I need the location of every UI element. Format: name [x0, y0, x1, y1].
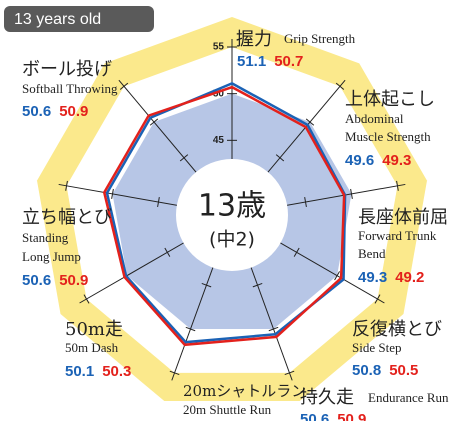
- series-line: [105, 82, 347, 344]
- tick-mark: [268, 326, 279, 332]
- tick-mark: [284, 370, 295, 376]
- category-label: 上体起こし: [345, 89, 435, 110]
- category-label: 握力: [236, 29, 272, 50]
- tick-label: 45: [213, 135, 225, 146]
- tick-mark: [304, 197, 307, 208]
- category-label-en: Grip Strength: [284, 31, 356, 46]
- value-label: 50.7: [274, 53, 303, 70]
- badge-bg: [4, 6, 154, 32]
- value-label: 50.9: [59, 103, 88, 120]
- tick-mark: [201, 282, 212, 288]
- category-label: 20mシャトルラン: [183, 382, 306, 400]
- value-label: 50.6: [300, 411, 329, 421]
- category-label-en: Long Jump: [22, 249, 81, 264]
- category-label-en: Muscle Strength: [345, 129, 431, 144]
- tick-mark: [275, 154, 285, 162]
- value-label: 50.6: [22, 103, 51, 120]
- category-label-en: Side Step: [352, 340, 401, 355]
- tick-mark: [119, 82, 129, 90]
- category-label-en: Softball Throwing: [22, 81, 118, 96]
- category-label: 50m走: [65, 319, 123, 340]
- series-line: [102, 85, 346, 347]
- tick-label: 50: [213, 88, 225, 99]
- category-label-en: 20m Shuttle Run: [183, 402, 272, 417]
- value-label: 50.9: [337, 411, 366, 421]
- category-label-en: Endurance Run: [368, 390, 449, 405]
- value-label: 50.1: [65, 363, 94, 380]
- tick-mark: [169, 370, 180, 376]
- category-label: ボール投げ: [22, 59, 112, 80]
- tick-mark: [350, 188, 353, 199]
- center-title: 13歳: [198, 189, 266, 224]
- category-label-en: 50m Dash: [65, 340, 119, 355]
- tick-mark: [335, 82, 345, 90]
- tick-mark: [185, 326, 196, 332]
- value-label: 49.6: [345, 152, 374, 169]
- tick-mark: [83, 294, 90, 304]
- tick-mark: [149, 118, 159, 126]
- value-label: 49.3: [382, 152, 411, 169]
- tick-mark: [252, 282, 263, 288]
- center-subtitle: (中2): [209, 229, 255, 251]
- badge: 13 years old: [14, 11, 101, 28]
- category-label: 長座体前屈: [358, 207, 448, 228]
- tick-mark: [293, 247, 300, 257]
- tick-mark: [305, 118, 315, 126]
- tick-mark: [396, 180, 399, 191]
- tick-mark: [179, 154, 189, 162]
- value-label: 50.3: [102, 363, 131, 380]
- value-label: 50.5: [389, 362, 418, 379]
- tick-mark: [111, 188, 114, 199]
- value-label: 49.2: [395, 269, 424, 286]
- tick-label: 55: [213, 42, 225, 53]
- value-label: 50.6: [22, 272, 51, 289]
- value-label: 49.3: [358, 269, 387, 286]
- category-label-en: Bend: [358, 246, 386, 261]
- center-circle: [176, 159, 288, 271]
- category-label-en: Forward Trunk: [358, 228, 437, 243]
- category-label: 反復横とび: [352, 319, 442, 340]
- category-label-en: Abdominal: [345, 111, 404, 126]
- tick-mark: [157, 197, 160, 208]
- tick-mark: [65, 180, 68, 191]
- value-label: 50.9: [59, 272, 88, 289]
- value-label: 51.1: [237, 53, 266, 70]
- radar: 45 50 55 13歳 (中2) 握力 Grip Strength 51.1 50.7 上体起こ…: [22, 17, 449, 421]
- category-label-en: Standing: [22, 230, 69, 245]
- tick-mark: [374, 294, 381, 304]
- value-label: 50.8: [352, 362, 381, 379]
- category-label: 立ち幅とび: [22, 207, 112, 228]
- tick-mark: [334, 271, 341, 281]
- category-label: 持久走: [300, 387, 354, 408]
- tick-mark: [164, 247, 171, 257]
